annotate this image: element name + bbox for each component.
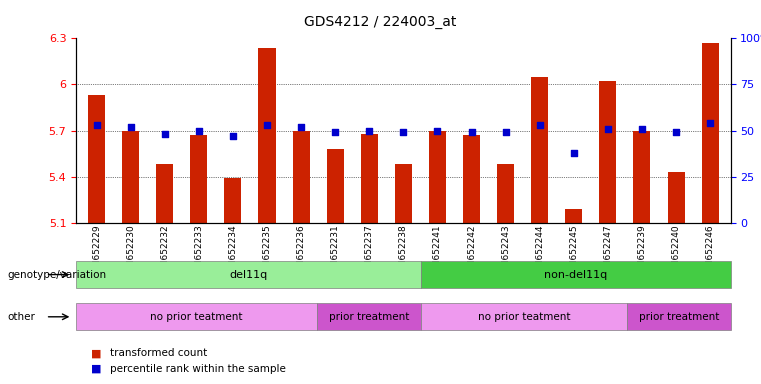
Point bbox=[533, 122, 546, 128]
Text: genotype/variation: genotype/variation bbox=[8, 270, 107, 280]
Text: GDS4212 / 224003_at: GDS4212 / 224003_at bbox=[304, 15, 457, 29]
Bar bbox=[156, 164, 174, 223]
Bar bbox=[259, 48, 275, 223]
Text: no prior teatment: no prior teatment bbox=[478, 312, 570, 322]
Point bbox=[91, 122, 103, 128]
Point bbox=[363, 127, 375, 134]
Point bbox=[466, 129, 478, 136]
Point bbox=[636, 126, 648, 132]
Bar bbox=[463, 135, 480, 223]
Bar bbox=[88, 95, 105, 223]
Text: del11q: del11q bbox=[229, 270, 267, 280]
Point bbox=[158, 131, 170, 137]
Point bbox=[704, 120, 716, 126]
Point bbox=[499, 129, 511, 136]
Text: percentile rank within the sample: percentile rank within the sample bbox=[110, 364, 286, 374]
Bar bbox=[497, 164, 514, 223]
Text: transformed count: transformed count bbox=[110, 348, 208, 358]
Text: prior treatment: prior treatment bbox=[329, 312, 409, 322]
Text: ■: ■ bbox=[91, 348, 102, 358]
Text: no prior teatment: no prior teatment bbox=[151, 312, 243, 322]
Point bbox=[261, 122, 273, 128]
Text: other: other bbox=[8, 312, 36, 322]
Bar bbox=[395, 164, 412, 223]
Point bbox=[295, 124, 307, 130]
Bar bbox=[600, 81, 616, 223]
Text: prior treatment: prior treatment bbox=[638, 312, 719, 322]
Point bbox=[568, 150, 580, 156]
Bar bbox=[667, 172, 685, 223]
Point bbox=[670, 129, 682, 136]
Point bbox=[227, 133, 239, 139]
Bar bbox=[633, 131, 651, 223]
Bar bbox=[122, 131, 139, 223]
Point bbox=[329, 129, 341, 136]
Bar bbox=[326, 149, 344, 223]
Bar bbox=[361, 134, 377, 223]
Text: non-del11q: non-del11q bbox=[544, 270, 607, 280]
Point bbox=[397, 129, 409, 136]
Bar bbox=[702, 43, 718, 223]
Point bbox=[193, 127, 205, 134]
Point bbox=[431, 127, 444, 134]
Bar bbox=[565, 209, 582, 223]
Text: ■: ■ bbox=[91, 364, 102, 374]
Point bbox=[602, 126, 614, 132]
Bar bbox=[531, 77, 548, 223]
Bar bbox=[224, 178, 241, 223]
Bar bbox=[190, 135, 207, 223]
Point bbox=[125, 124, 137, 130]
Bar bbox=[292, 131, 310, 223]
Bar bbox=[429, 131, 446, 223]
